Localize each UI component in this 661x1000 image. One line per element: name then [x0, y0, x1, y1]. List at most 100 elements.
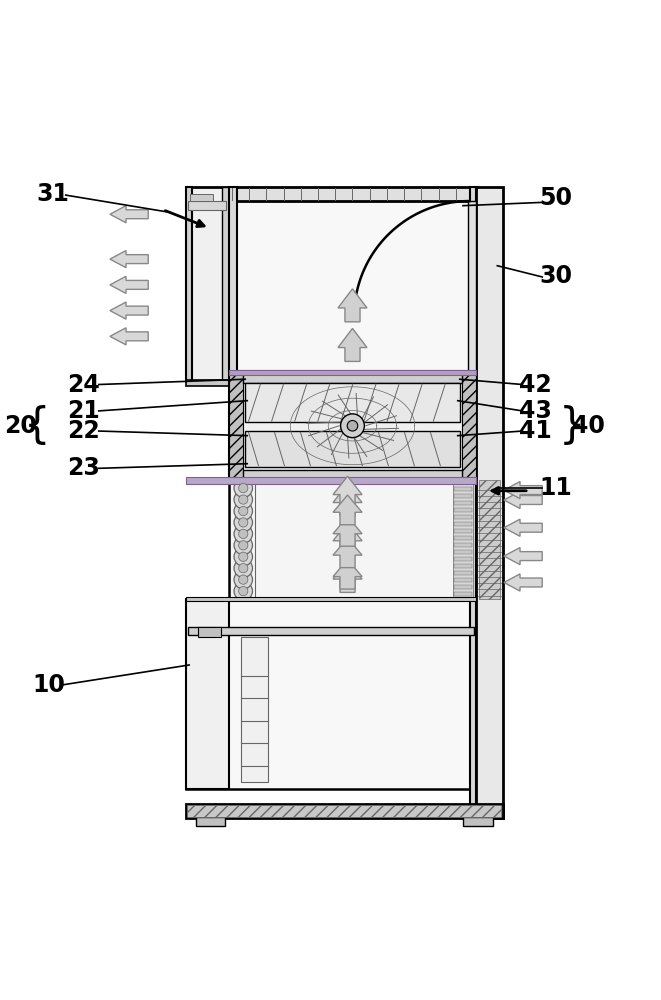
Text: 50: 50	[539, 186, 572, 210]
Polygon shape	[110, 206, 148, 223]
Bar	[229, 201, 476, 371]
Bar	[188, 627, 473, 635]
Bar	[455, 522, 471, 526]
Circle shape	[340, 414, 364, 438]
Bar	[196, 817, 225, 826]
Circle shape	[234, 582, 253, 600]
Polygon shape	[333, 559, 362, 589]
Circle shape	[239, 541, 248, 550]
Bar	[455, 585, 471, 589]
Bar	[455, 494, 471, 498]
Circle shape	[234, 525, 253, 543]
Polygon shape	[333, 522, 362, 554]
Text: 10: 10	[32, 673, 65, 697]
Circle shape	[234, 502, 253, 520]
Circle shape	[347, 420, 358, 431]
Circle shape	[239, 484, 248, 493]
Bar	[229, 371, 476, 480]
Polygon shape	[110, 302, 148, 319]
Bar	[229, 480, 476, 599]
Text: 23: 23	[67, 456, 100, 480]
Bar	[469, 187, 476, 818]
Bar	[186, 380, 229, 386]
Bar	[455, 578, 471, 582]
Polygon shape	[110, 276, 148, 293]
Polygon shape	[333, 495, 362, 525]
Bar	[455, 564, 471, 568]
Bar	[229, 370, 476, 375]
Bar	[229, 187, 237, 480]
Polygon shape	[504, 548, 542, 565]
Bar	[455, 487, 471, 491]
Text: 43: 43	[519, 399, 552, 423]
Circle shape	[239, 552, 248, 561]
Circle shape	[239, 575, 248, 584]
Bar	[187, 805, 501, 817]
Circle shape	[239, 495, 248, 504]
Circle shape	[239, 586, 248, 596]
Text: 21: 21	[67, 399, 100, 423]
Polygon shape	[338, 289, 367, 322]
Bar	[245, 431, 459, 467]
Bar	[241, 637, 268, 782]
Bar	[186, 187, 229, 381]
Bar	[476, 187, 502, 818]
Circle shape	[234, 570, 253, 589]
Polygon shape	[333, 484, 362, 516]
Polygon shape	[504, 491, 542, 509]
Bar	[186, 804, 502, 818]
Bar	[468, 201, 476, 371]
Bar	[453, 480, 473, 599]
Bar	[188, 201, 226, 210]
Polygon shape	[333, 538, 362, 568]
Bar	[455, 550, 471, 554]
Polygon shape	[504, 482, 542, 499]
Bar	[455, 529, 471, 533]
Polygon shape	[333, 561, 362, 592]
Bar	[455, 501, 471, 505]
Circle shape	[239, 506, 248, 516]
Text: 41: 41	[520, 419, 552, 443]
Bar	[186, 187, 192, 381]
Bar	[190, 194, 214, 201]
Bar	[186, 477, 476, 484]
Bar	[455, 557, 471, 561]
Bar	[455, 508, 471, 512]
Polygon shape	[110, 328, 148, 345]
Bar	[479, 480, 500, 599]
Bar	[245, 383, 459, 422]
Bar	[455, 571, 471, 575]
Bar	[186, 599, 476, 789]
Polygon shape	[504, 574, 542, 591]
Text: 40: 40	[572, 414, 605, 438]
Bar	[455, 543, 471, 547]
Text: 30: 30	[539, 264, 572, 288]
Bar	[243, 470, 461, 480]
Bar	[186, 597, 476, 601]
Polygon shape	[333, 476, 362, 508]
Polygon shape	[110, 251, 148, 268]
Bar	[198, 627, 221, 637]
Bar	[222, 187, 229, 381]
Polygon shape	[461, 371, 476, 480]
Polygon shape	[333, 516, 362, 546]
Circle shape	[234, 479, 253, 497]
Bar	[243, 371, 461, 383]
Text: 31: 31	[36, 182, 69, 206]
Circle shape	[234, 513, 253, 532]
Bar	[229, 479, 476, 483]
Circle shape	[234, 559, 253, 577]
Text: 42: 42	[520, 373, 552, 397]
Circle shape	[239, 518, 248, 527]
Bar	[455, 515, 471, 519]
Circle shape	[234, 536, 253, 555]
Text: 11: 11	[539, 476, 572, 500]
Circle shape	[234, 490, 253, 509]
Polygon shape	[504, 519, 542, 536]
Bar	[463, 817, 492, 826]
Circle shape	[239, 529, 248, 538]
Bar	[229, 187, 476, 201]
Text: 22: 22	[67, 419, 100, 443]
Text: 20: 20	[5, 414, 37, 438]
Circle shape	[234, 548, 253, 566]
